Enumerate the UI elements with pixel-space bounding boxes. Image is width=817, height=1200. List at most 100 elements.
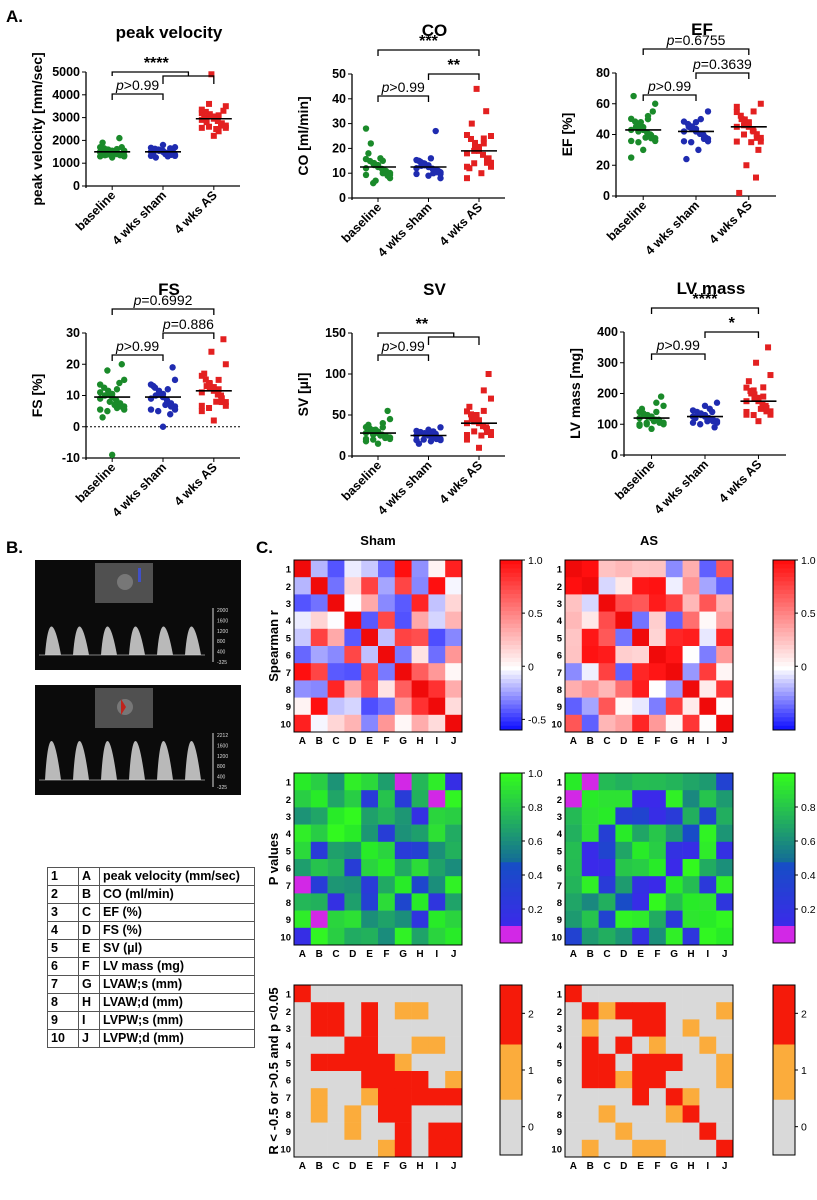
colorbar-segment xyxy=(500,836,522,842)
heatmap-cell xyxy=(361,1071,379,1089)
significance-label: * xyxy=(729,315,736,332)
colorbar-segment xyxy=(500,708,522,714)
heatmap-cell xyxy=(598,714,616,733)
data-point xyxy=(433,435,440,443)
colorbar-segment xyxy=(500,1150,522,1156)
heatmap-cell xyxy=(378,985,396,1003)
colorbar-segment xyxy=(773,870,795,876)
heatmap-cell xyxy=(344,807,362,825)
colorbar-segment xyxy=(500,674,522,680)
colorbar-segment xyxy=(773,1150,795,1156)
heatmap-cell xyxy=(310,841,328,860)
heatmap-cell xyxy=(598,1036,616,1055)
colorbar-segment xyxy=(773,1019,795,1024)
heatmap-row-label: 1 xyxy=(557,778,563,789)
heatmap-cell xyxy=(716,1053,734,1072)
heatmap-cell xyxy=(310,893,328,911)
data-point xyxy=(743,384,750,391)
heatmap-col-label: J xyxy=(722,736,728,747)
heatmap-cell xyxy=(665,790,683,808)
colorbar-segment xyxy=(773,819,795,825)
data-point xyxy=(748,139,755,146)
heatmap-cell xyxy=(378,560,396,578)
comparison-bracket xyxy=(162,75,215,84)
legend-letter: C xyxy=(78,903,100,922)
heatmap-cell xyxy=(632,893,650,911)
data-point xyxy=(198,389,205,396)
significance-label: p=0.6755 xyxy=(666,32,726,48)
heatmap-cell xyxy=(344,714,362,733)
colorbar-segment xyxy=(500,1138,522,1143)
colorbar-tick-label: 1.0 xyxy=(528,555,543,567)
colorbar-segment xyxy=(773,883,795,889)
heatmap-cell xyxy=(327,714,345,733)
y-axis-label: peak velocity [mm/sec] xyxy=(29,52,45,205)
data-point xyxy=(104,407,111,415)
colorbar-segment xyxy=(500,589,522,595)
heatmap-col-label: D xyxy=(349,736,356,747)
heatmap-cell xyxy=(682,1071,700,1089)
data-point xyxy=(709,408,716,416)
data-point xyxy=(384,407,391,415)
heatmap-cell xyxy=(394,1088,412,1106)
heatmap-cell xyxy=(649,1002,667,1020)
comparison-bracket xyxy=(704,331,760,338)
heatmap-cell xyxy=(394,1122,412,1141)
colorbar-segment xyxy=(773,696,795,701)
heatmap-cell xyxy=(699,714,717,733)
heatmap-cell xyxy=(327,577,345,595)
colorbar-segment xyxy=(773,708,795,714)
heatmap-cell xyxy=(615,611,633,630)
heatmap-cell xyxy=(716,790,734,808)
colorbar-segment xyxy=(773,794,795,799)
significance-label: p>0.99 xyxy=(647,78,691,94)
colorbar-segment xyxy=(773,1023,795,1028)
heatmap-cell xyxy=(632,628,650,647)
doppler-waveform xyxy=(45,741,61,780)
colorbar-tick-label: 0.6 xyxy=(801,836,816,848)
data-point xyxy=(648,134,655,142)
heatmap-cell xyxy=(327,893,345,911)
data-point xyxy=(680,138,688,145)
heatmap-cell xyxy=(581,1122,599,1141)
velocity-scale-label: 800 xyxy=(217,639,226,645)
colorbar-segment xyxy=(773,824,795,829)
colorbar-segment xyxy=(773,815,795,821)
colorbar-border xyxy=(499,772,523,944)
colorbar-segment xyxy=(773,1057,795,1062)
x-tick-label: baseline xyxy=(604,198,649,243)
velocity-scale-label: 400 xyxy=(217,775,226,781)
heatmap-cell xyxy=(394,1019,412,1037)
data-point xyxy=(420,436,427,443)
heatmap-cell xyxy=(581,876,599,894)
heatmap-cell xyxy=(665,985,683,1003)
heatmap-cell xyxy=(615,824,633,843)
colorbar-segment xyxy=(773,649,795,654)
colorbar-segment xyxy=(500,900,522,906)
heatmap-cell xyxy=(394,1036,412,1055)
data-point xyxy=(155,147,163,154)
data-point xyxy=(765,344,772,351)
heatmap-cell xyxy=(344,927,362,946)
heatmap-cell xyxy=(665,876,683,894)
colorbar-segment xyxy=(773,666,795,671)
heatmap-cell xyxy=(716,1105,734,1123)
heatmap-cell xyxy=(682,646,700,664)
colorbar-segment xyxy=(773,1006,795,1011)
heatmap-col-label: I xyxy=(706,949,709,960)
colorbar-segment xyxy=(773,892,795,897)
y-tick-label: 50 xyxy=(332,67,346,81)
colorbar-segment xyxy=(500,662,522,667)
heatmap-cell xyxy=(394,628,412,647)
heatmap-cell xyxy=(699,1036,717,1055)
heatmap-cell xyxy=(428,807,446,825)
panel-label-a: A. xyxy=(6,7,23,26)
heatmap-row-label: 8 xyxy=(557,898,562,909)
colorbar-segment xyxy=(773,1129,795,1135)
heatmap-cell xyxy=(445,985,463,1003)
heatmap-cell xyxy=(361,697,379,716)
colorbar-segment xyxy=(500,1108,522,1113)
heatmap-col-label: B xyxy=(316,1161,323,1172)
heatmap-cell xyxy=(632,1036,650,1055)
heatmap-cell xyxy=(682,680,700,698)
